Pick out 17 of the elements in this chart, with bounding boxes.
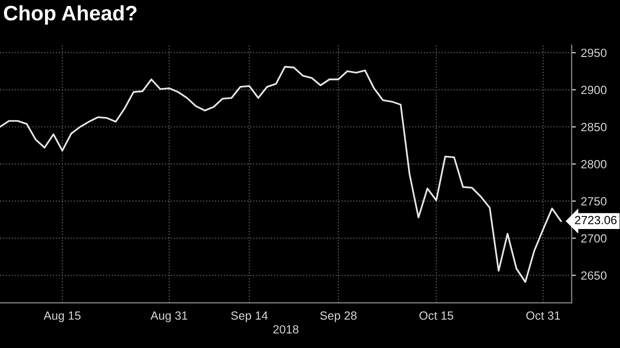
y-tick-label: 2650: [581, 271, 606, 280]
x-tick-label: Oct 15: [419, 311, 454, 320]
y-tick-label: 2950: [581, 48, 606, 58]
y-tick-label: 2900: [581, 86, 606, 94]
data-label: 2723.06: [575, 216, 617, 224]
x-tick-label: Oct 31: [526, 311, 560, 320]
x-tick-label: Aug 15: [44, 312, 81, 322]
x-tick-label: Sep 28: [320, 311, 357, 322]
y-tick-label: 2750: [581, 197, 606, 206]
line-series: [0, 66, 562, 283]
y-tick-label: 2800: [581, 160, 606, 168]
x-tick-label: Aug 31: [150, 311, 188, 322]
chart-title: Chop Ahead?: [4, 5, 137, 25]
y-tick-label: 2700: [581, 234, 606, 243]
y-tick-label: 2850: [581, 122, 606, 132]
x-axis-title: 2018: [273, 325, 298, 334]
x-tick-label: Sep 14: [231, 311, 268, 322]
